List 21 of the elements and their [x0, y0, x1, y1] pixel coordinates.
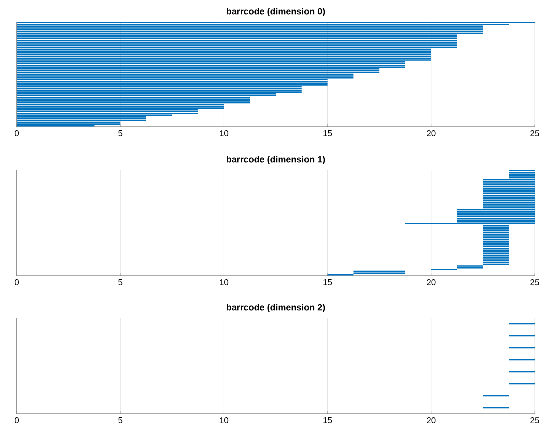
chart-title: barrcode (dimension 2) [227, 304, 326, 312]
x-tick-label: 0 [14, 280, 20, 286]
x-tick-label: 15 [324, 418, 332, 424]
x-tick-label: 25 [530, 130, 540, 137]
x-tick-label: 5 [118, 418, 123, 424]
x-tick-label: 5 [118, 280, 123, 286]
x-tick-label: 10 [220, 130, 229, 137]
x-tick-label: 10 [220, 418, 229, 424]
x-tick-label: 5 [118, 130, 123, 136]
x-tick-label: 25 [530, 418, 540, 424]
x-tick-label: 20 [427, 130, 436, 137]
x-tick-label: 0 [14, 130, 20, 137]
x-tick-label: 20 [427, 280, 436, 286]
x-tick-label: 20 [427, 418, 436, 424]
chart-title: barrcode (dimension 1) [227, 156, 326, 164]
x-tick-label: 15 [324, 280, 332, 286]
x-tick-label: 15 [324, 130, 332, 136]
x-tick-label: 0 [14, 418, 20, 424]
x-tick-label: 25 [530, 280, 540, 286]
chart-title: barrcode (dimension 0) [227, 8, 326, 16]
x-tick-label: 10 [220, 280, 229, 286]
